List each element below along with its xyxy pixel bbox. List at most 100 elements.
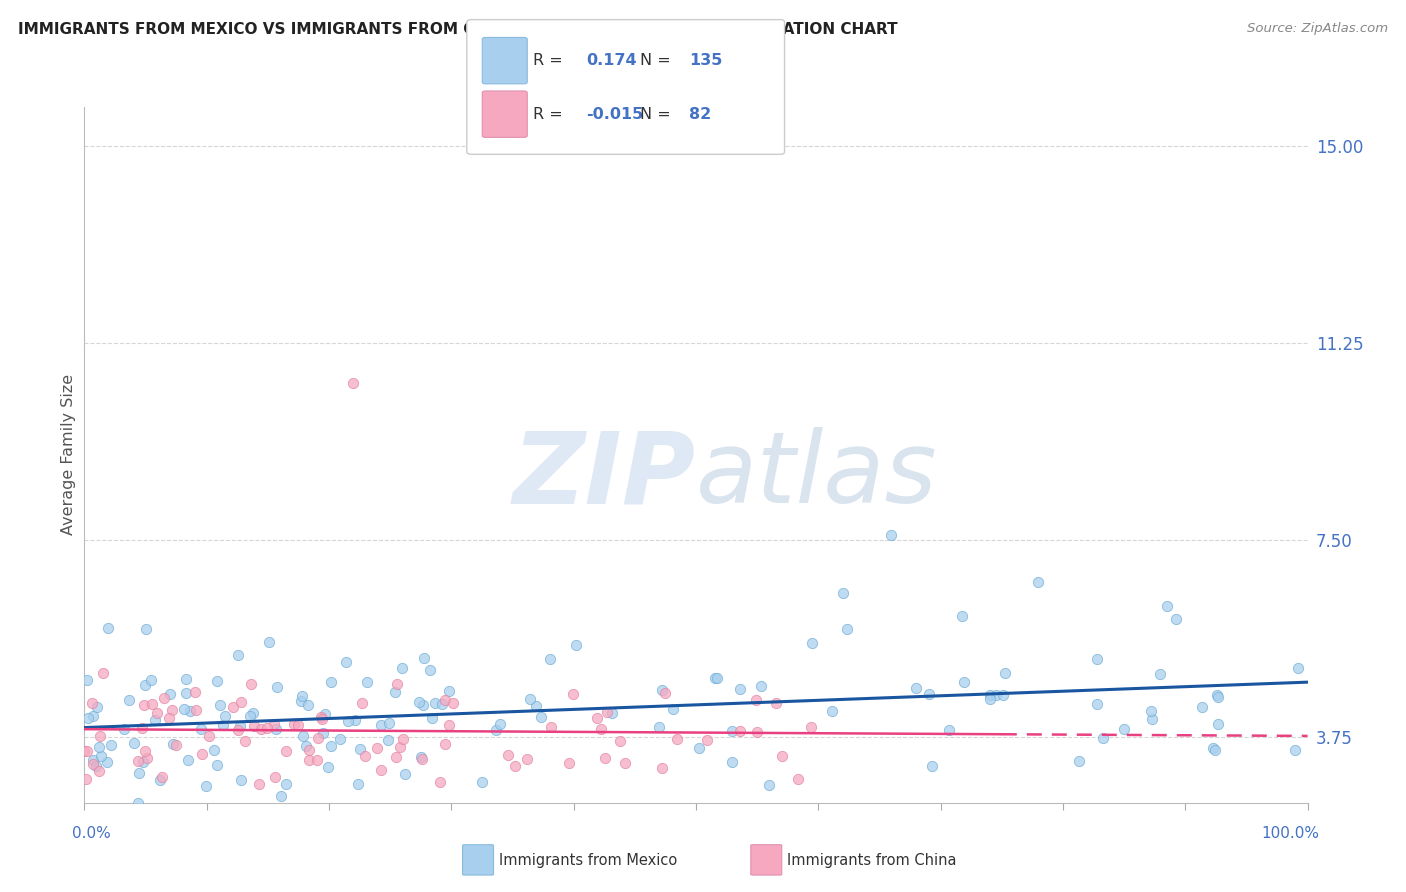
- Point: [979, 689, 1001, 703]
- Point: [194, 780, 217, 794]
- Point: [613, 756, 636, 770]
- Point: [174, 672, 197, 686]
- Point: [394, 767, 416, 781]
- Text: 135: 135: [689, 54, 723, 68]
- Point: [385, 677, 408, 691]
- Point: [1284, 743, 1306, 757]
- Point: [239, 676, 262, 690]
- Point: [127, 797, 149, 811]
- Point: [1139, 705, 1161, 719]
- Point: [298, 753, 321, 767]
- Point: [538, 651, 561, 665]
- Point: [263, 717, 285, 731]
- Point: [86, 700, 108, 714]
- Point: [1085, 652, 1108, 666]
- Point: [305, 753, 328, 767]
- Text: 0.174: 0.174: [586, 54, 637, 68]
- Point: [84, 759, 107, 773]
- Point: [297, 698, 319, 712]
- Point: [134, 744, 156, 758]
- Point: [412, 698, 434, 713]
- Point: [721, 755, 744, 769]
- Point: [291, 689, 314, 703]
- Point: [157, 711, 180, 725]
- Point: [378, 716, 401, 731]
- Point: [596, 705, 619, 719]
- Point: [222, 699, 245, 714]
- Point: [264, 723, 287, 737]
- Point: [688, 741, 710, 756]
- Point: [366, 740, 388, 755]
- Point: [122, 735, 145, 749]
- Point: [419, 663, 441, 677]
- Point: [728, 682, 751, 697]
- Point: [437, 683, 460, 698]
- Point: [117, 693, 139, 707]
- Point: [132, 755, 155, 769]
- Point: [609, 733, 631, 747]
- Point: [198, 729, 221, 743]
- Point: [77, 710, 100, 724]
- Point: [391, 661, 413, 675]
- Point: [821, 704, 844, 718]
- Point: [565, 638, 588, 652]
- Point: [433, 737, 456, 751]
- Point: [149, 772, 172, 787]
- Point: [309, 710, 332, 724]
- Point: [441, 697, 464, 711]
- Point: [290, 694, 312, 708]
- Point: [1092, 731, 1115, 745]
- Point: [979, 692, 1001, 706]
- Point: [141, 698, 163, 712]
- Point: [661, 701, 683, 715]
- Point: [229, 718, 252, 732]
- Text: N =: N =: [640, 54, 671, 68]
- Point: [1166, 612, 1188, 626]
- Text: 0.0%: 0.0%: [72, 826, 111, 841]
- Point: [87, 764, 110, 779]
- Point: [1201, 740, 1223, 755]
- Point: [758, 778, 780, 792]
- Point: [318, 760, 340, 774]
- Point: [430, 697, 453, 711]
- Point: [97, 621, 120, 635]
- Point: [1206, 688, 1229, 702]
- Point: [139, 673, 162, 687]
- Point: [720, 723, 742, 738]
- Point: [82, 753, 104, 767]
- Point: [131, 722, 153, 736]
- Text: R =: R =: [533, 54, 562, 68]
- Point: [73, 744, 96, 758]
- Point: [496, 747, 519, 762]
- Point: [938, 723, 960, 737]
- Point: [229, 773, 252, 788]
- Point: [89, 729, 111, 743]
- Point: [1191, 700, 1213, 714]
- Point: [321, 739, 343, 753]
- Point: [420, 711, 443, 725]
- Point: [749, 679, 772, 693]
- Point: [337, 714, 360, 728]
- Point: [586, 711, 609, 725]
- Point: [991, 688, 1014, 702]
- Point: [370, 763, 392, 777]
- Point: [1149, 666, 1171, 681]
- Point: [231, 695, 253, 709]
- Point: [880, 528, 903, 542]
- Point: [208, 698, 231, 712]
- Point: [76, 673, 98, 687]
- Point: [312, 726, 335, 740]
- Point: [173, 702, 195, 716]
- Point: [765, 696, 787, 710]
- Point: [356, 675, 378, 690]
- Point: [205, 758, 228, 772]
- Point: [986, 688, 1008, 702]
- Point: [353, 748, 375, 763]
- Point: [384, 750, 406, 764]
- Point: [770, 748, 793, 763]
- Text: Immigrants from Mexico: Immigrants from Mexico: [499, 854, 678, 868]
- Point: [904, 681, 927, 696]
- Point: [152, 691, 174, 706]
- Point: [239, 709, 262, 723]
- Point: [184, 685, 207, 699]
